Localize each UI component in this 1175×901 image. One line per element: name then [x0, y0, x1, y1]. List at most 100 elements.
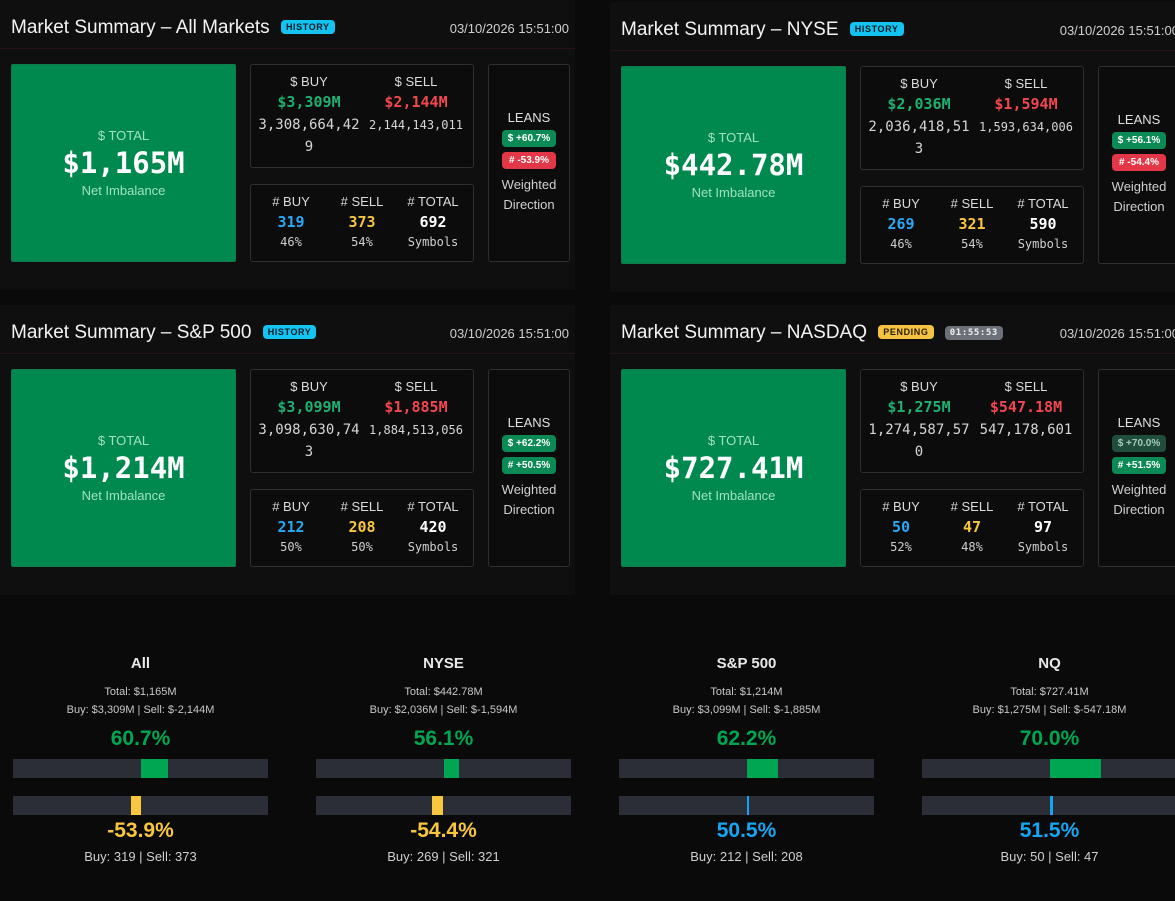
count-buy-column: # BUY 319 46%: [255, 185, 327, 249]
gauge-buysell: Buy: $2,036M | Sell: $-1,594M: [369, 704, 518, 716]
mini-gauge-nq: NQ Total: $727.41M Buy: $1,275M | Sell: …: [922, 655, 1175, 864]
total-sublabel: Net Imbalance: [691, 185, 776, 200]
gauge-total: Total: $1,165M: [104, 686, 177, 698]
total-sublabel: Net Imbalance: [81, 183, 166, 198]
dollar-lean-fill: [140, 759, 168, 778]
dollar-buy-column: $ BUY $2,036M 2,036,418,513: [865, 67, 973, 160]
gauge-summary: Total: $442.78M Buy: $2,036M | Sell: $-1…: [316, 683, 571, 719]
market-summary-all: Market Summary – All Markets HISTORY 03/…: [0, 0, 575, 290]
total-label: $ TOTAL: [707, 130, 760, 145]
panel-title: Market Summary – S&P 500: [11, 322, 252, 343]
sell-value: $1,885M: [384, 398, 448, 416]
gauge-title: All: [130, 655, 151, 672]
dollar-lean-bar: [922, 759, 1175, 778]
lean-count-pill: # +50.5%: [501, 457, 557, 474]
gauge-title: NQ: [1038, 655, 1061, 672]
count-buy-column: # BUY 269 46%: [865, 187, 937, 251]
panel-title-row: Market Summary – All Markets HISTORY: [11, 17, 335, 39]
total-label: $ TOTAL: [707, 433, 760, 448]
gauge-summary: Total: $1,214M Buy: $3,099M | Sell: $-1,…: [619, 683, 874, 719]
dollar-lean-fill: [1049, 759, 1101, 778]
lean-dollar-pill: $ +60.7%: [501, 130, 557, 147]
leans-label: LEANS: [507, 415, 551, 430]
dollar-lean-pct: 70.0%: [1019, 727, 1080, 750]
count-total-value: 420: [419, 518, 447, 536]
buy-label: $ BUY: [290, 379, 328, 394]
buy-value: $2,036M: [887, 95, 951, 113]
sell-label: $ SELL: [394, 74, 438, 89]
count-lean-pct: 51.5%: [1019, 819, 1080, 842]
count-total-column: # TOTAL 692 Symbols: [397, 185, 469, 249]
weighted-direction-label: Weighted Direction: [1111, 179, 1167, 214]
count-sell-label: # SELL: [950, 196, 994, 211]
leans-card: LEANS $ +60.7% # -53.9% Weighted Directi…: [488, 64, 570, 262]
count-buy-label: # BUY: [272, 499, 310, 514]
count-total-value: 97: [1033, 518, 1053, 536]
dollar-sell-column: $ SELL $1,594M 1,593,634,006: [973, 67, 1079, 138]
count-total-label: # TOTAL: [407, 499, 459, 514]
total-sublabel: Net Imbalance: [691, 488, 776, 503]
status-badge[interactable]: HISTORY: [262, 325, 317, 339]
lean-dollar-pill: $ +56.1%: [1111, 132, 1167, 149]
sell-value: $2,144M: [384, 93, 448, 111]
count-total-column: # TOTAL 420 Symbols: [397, 490, 469, 554]
total-value: $1,165M: [62, 146, 185, 180]
count-buy-pct: 52%: [890, 540, 912, 554]
status-badge[interactable]: HISTORY: [849, 22, 904, 36]
lean-dollar-pill: $ +70.0%: [1111, 435, 1167, 452]
count-total-value: 590: [1029, 215, 1057, 233]
dollar-buy-column: $ BUY $3,309M 3,308,664,429: [255, 65, 363, 158]
count-total-label: # TOTAL: [1017, 196, 1069, 211]
count-lean-bar: [316, 796, 571, 815]
total-label: $ TOTAL: [97, 433, 150, 448]
dollar-breakdown-card: $ BUY $3,309M 3,308,664,429 $ SELL $2,14…: [250, 64, 474, 168]
gauge-summary: Total: $1,165M Buy: $3,309M | Sell: $-2,…: [13, 683, 268, 719]
count-breakdown-card: # BUY 269 46% # SELL 321 54% # TOTAL 590…: [860, 186, 1084, 264]
count-sell-value: 208: [348, 518, 376, 536]
gauge-summary: Total: $727.41M Buy: $1,275M | Sell: $-5…: [922, 683, 1175, 719]
panel-title: Market Summary – All Markets: [11, 17, 270, 38]
net-imbalance-card: $ TOTAL $1,214M Net Imbalance: [11, 369, 236, 567]
total-value: $442.78M: [663, 148, 804, 182]
panel-title-row: Market Summary – NASDAQ PENDING 01:55:53: [621, 322, 1003, 344]
count-total-label: # TOTAL: [1017, 499, 1069, 514]
count-lean-pct: -53.9%: [107, 819, 174, 842]
dollar-buy-column: $ BUY $3,099M 3,098,630,743: [255, 370, 363, 463]
gauge-title: NYSE: [423, 655, 464, 672]
dollar-lean-bar: [13, 759, 268, 778]
total-value: $727.41M: [663, 451, 804, 485]
buy-value: $3,309M: [277, 93, 341, 111]
buy-label: $ BUY: [290, 74, 328, 89]
market-summary-nyse: Market Summary – NYSE HISTORY 03/10/2026…: [610, 2, 1175, 292]
count-lean-pct: -54.4%: [410, 819, 477, 842]
gauge-total: Total: $727.41M: [1010, 686, 1089, 698]
count-sell-pct: 54%: [961, 237, 983, 251]
count-sell-label: # SELL: [340, 194, 384, 209]
panel-header: Market Summary – All Markets HISTORY 03/…: [0, 0, 575, 49]
total-sublabel: Net Imbalance: [81, 488, 166, 503]
status-badge[interactable]: PENDING: [878, 325, 934, 339]
gauge-total: Total: $1,214M: [710, 686, 783, 698]
buy-raw: 3,308,664,429: [258, 117, 360, 155]
net-imbalance-card: $ TOTAL $1,165M Net Imbalance: [11, 64, 236, 262]
count-total-label: # TOTAL: [407, 194, 459, 209]
status-badge[interactable]: HISTORY: [280, 20, 335, 34]
count-buy-pct: 46%: [280, 235, 302, 249]
buy-label: $ BUY: [900, 379, 938, 394]
count-buy-value: 212: [277, 518, 305, 536]
count-lean-bar: [619, 796, 874, 815]
gauge-counts: Buy: 269 | Sell: 321: [387, 849, 500, 864]
mini-gauge-nyse: NYSE Total: $442.78M Buy: $2,036M | Sell…: [316, 655, 571, 864]
buy-raw: 3,098,630,743: [258, 422, 360, 460]
count-buy-pct: 50%: [280, 540, 302, 554]
weighted-direction-label: Weighted Direction: [501, 482, 557, 517]
count-sell-pct: 50%: [351, 540, 373, 554]
dollar-sell-column: $ SELL $2,144M 2,144,143,011: [363, 65, 469, 136]
count-buy-value: 319: [277, 213, 305, 231]
count-sell-pct: 48%: [961, 540, 983, 554]
buy-raw: 1,274,587,570: [868, 422, 970, 460]
count-sell-label: # SELL: [950, 499, 994, 514]
sell-label: $ SELL: [1004, 379, 1048, 394]
count-lean-fill: [1049, 796, 1054, 815]
timestamp: 03/10/2026 15:51:00: [449, 326, 569, 341]
